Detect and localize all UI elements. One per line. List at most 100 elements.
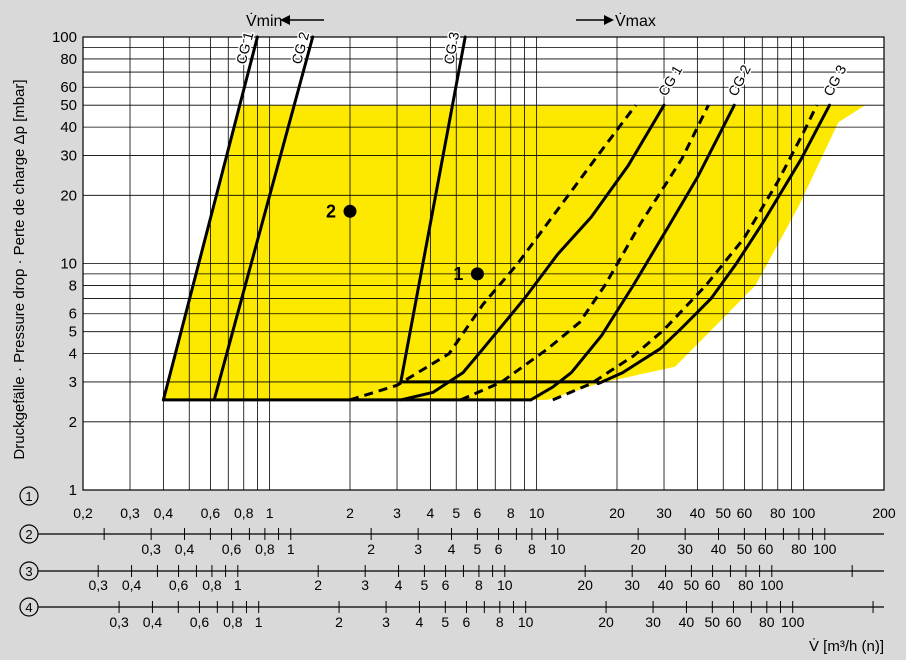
scale-tick-label: 60 — [737, 505, 753, 521]
vmax-curve — [529, 103, 736, 402]
flow-scale-2: 2 0,3 0,4 0,6 0,8 1 2 3 4 5 6 8 10 20 30 40 50 60 80 100 — [19, 524, 884, 557]
scale-tick-label: 100 — [792, 505, 816, 521]
y-tick-label: 1 — [69, 482, 77, 499]
scale-tick-label: 30 — [677, 541, 693, 557]
vmin-curve — [212, 35, 315, 402]
scale-marker-label: 1 — [25, 489, 32, 504]
vmin-label: V̇min — [246, 12, 282, 30]
scale-tick-label: 0,8 — [234, 505, 254, 521]
y-tick-label: 60 — [60, 79, 77, 96]
y-tick-label: 50 — [60, 97, 77, 114]
scale-tick-label: 8 — [528, 541, 536, 557]
data-points: 12 — [326, 201, 484, 284]
scale-tick-label: 1 — [287, 541, 295, 557]
scale-tick-label: 0,6 — [201, 505, 221, 521]
vmax-curve — [460, 104, 710, 402]
scale-tick-label: 20 — [630, 541, 646, 557]
scale-marker-circle — [19, 486, 39, 506]
data-point-label: 2 — [326, 201, 336, 221]
scale-tick-label: 0,6 — [222, 541, 242, 557]
scale-tick-label: 8 — [496, 614, 504, 630]
scale-tick-label: 0,3 — [88, 577, 108, 593]
scale-tick-label: 100 — [781, 614, 805, 630]
y-tick-label: 3 — [69, 374, 77, 391]
scale-tick-label: 10 — [497, 577, 513, 593]
scale-tick-label: 4 — [395, 577, 403, 593]
flow-scale-1: 1 0,2 0,3 0,4 0,6 0,8 1 2 3 4 5 6 8 10 20 30 40 50 60 80 100… — [19, 486, 896, 521]
scale-marker-label: 4 — [25, 600, 32, 615]
scale-tick-label: 8 — [475, 577, 483, 593]
scale-tick-label: 4 — [426, 505, 434, 521]
operating-range-area — [163, 105, 866, 400]
scale-tick-label: 0,4 — [122, 577, 142, 593]
scale-tick-label: 4 — [416, 614, 424, 630]
x-axis-label: V̇ [m³/h (n)] — [809, 638, 884, 655]
flow-direction-labels: V̇min V̇max — [246, 12, 656, 30]
scale-tick-label: 0,2 — [73, 505, 93, 521]
scale-tick-label: 10 — [529, 505, 545, 521]
scale-tick-label: 3 — [393, 505, 401, 521]
scale-tick-label: 80 — [791, 541, 807, 557]
scale-tick-label: 60 — [705, 577, 721, 593]
scale-tick-label: 8 — [507, 505, 515, 521]
scale-tick-label: 20 — [598, 614, 614, 630]
scale-tick-label: 40 — [711, 541, 727, 557]
grid — [82, 36, 885, 491]
scale-tick-label: 30 — [656, 505, 672, 521]
y-tick-label: 40 — [60, 119, 77, 136]
scale-tick-label: 40 — [690, 505, 706, 521]
scale-tick-label: 20 — [609, 505, 625, 521]
vmax-label: V̇max — [615, 12, 656, 30]
y-tick-label: 5 — [69, 324, 77, 341]
scale-tick-label: 3 — [382, 614, 390, 630]
scale-tick-label: 5 — [441, 614, 449, 630]
y-tick-label: 2 — [69, 414, 77, 431]
scale-tick-label: 30 — [645, 614, 661, 630]
y-axis-label: Druckgefälle · Pressure drop · Perte de … — [11, 79, 28, 459]
data-point-marker — [343, 204, 357, 218]
y-tick-label: 20 — [60, 187, 77, 204]
scale-tick-label: 2 — [335, 614, 343, 630]
vmax-curve — [596, 103, 831, 386]
scale-tick-label: 50 — [705, 614, 721, 630]
scale-tick-label: 0,8 — [202, 577, 222, 593]
scale-marker-label: 3 — [25, 564, 32, 579]
vmax-curve — [349, 104, 637, 402]
scale-tick-label: 30 — [624, 577, 640, 593]
scale-tick-label: 2 — [367, 541, 375, 557]
vmin-curve — [399, 35, 467, 384]
scale-tick-label: 0,8 — [255, 541, 275, 557]
scale-tick-label: 50 — [737, 541, 753, 557]
scale-tick-label: 0,4 — [154, 505, 174, 521]
scale-tick-label: 5 — [421, 577, 429, 593]
y-tick-label: 4 — [69, 346, 77, 363]
scale-tick-label: 0,4 — [175, 541, 195, 557]
scale-tick-label: 0,3 — [120, 505, 140, 521]
scale-tick-label: 6 — [442, 577, 450, 593]
scale-tick-label: 0,6 — [169, 577, 189, 593]
scale-tick-label: 6 — [463, 614, 471, 630]
vmax-arrowhead — [604, 15, 614, 25]
scale-tick-label: 3 — [414, 541, 422, 557]
flow-scale-4: 4 0,3 0,4 0,6 0,8 1 2 3 4 5 6 8 10 20 30 40 50 60 80 100 — [19, 597, 884, 630]
scale-marker-label: 2 — [25, 527, 32, 542]
flow-scale-3: 3 0,3 0,4 0,6 0,8 1 2 3 4 5 6 8 10 20 30 40 50 60 80 100 — [19, 561, 884, 593]
scale-tick-label: 1 — [255, 614, 263, 630]
plot-frame — [82, 36, 885, 491]
scale-tick-label: 40 — [679, 614, 695, 630]
scale-tick-label: 0,8 — [223, 614, 243, 630]
y-tick-label: 100 — [52, 29, 77, 46]
scale-tick-label: 5 — [473, 541, 481, 557]
y-tick-label: 6 — [69, 306, 77, 323]
scale-tick-label: 10 — [518, 614, 534, 630]
y-tick-label: 8 — [69, 277, 77, 294]
vmax-curve — [399, 103, 666, 402]
scale-tick-label: 200 — [872, 505, 896, 521]
scale-tick-label: 0,3 — [141, 541, 161, 557]
scale-tick-label: 5 — [452, 505, 460, 521]
vmin-arrowhead — [280, 15, 290, 25]
scale-tick-label: 50 — [684, 577, 700, 593]
vmin-curve — [161, 35, 259, 402]
